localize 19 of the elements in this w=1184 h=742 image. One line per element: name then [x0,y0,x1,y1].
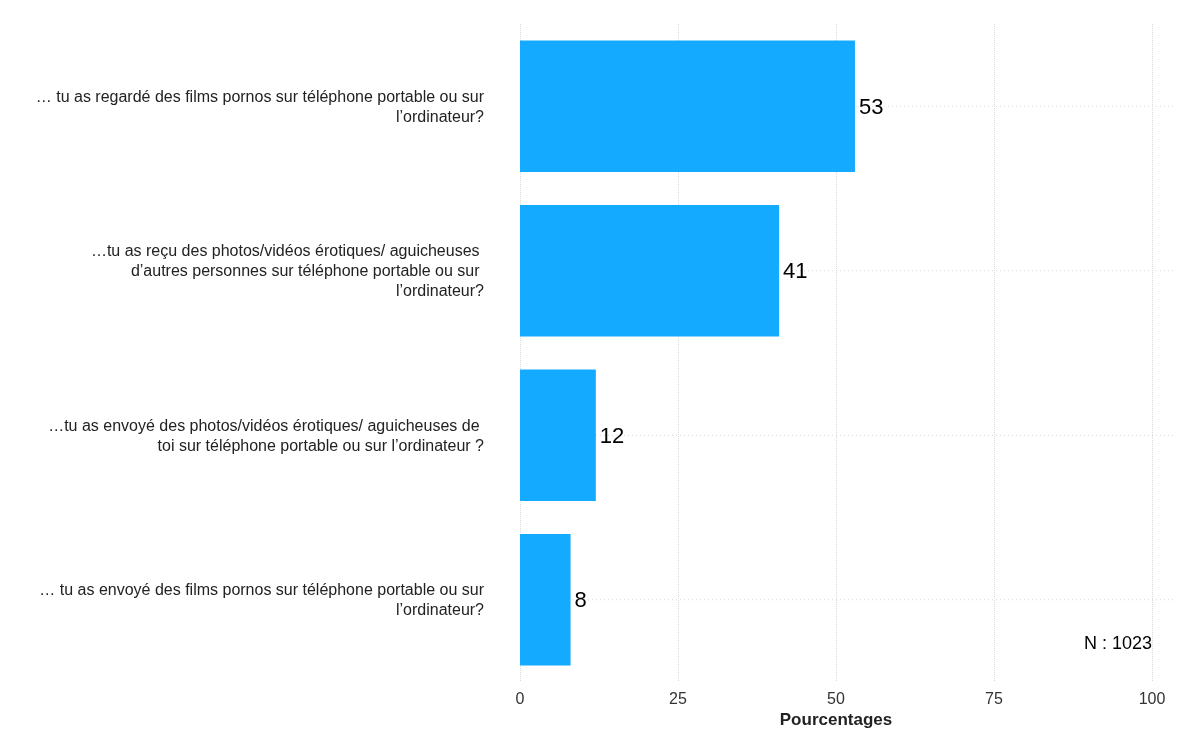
bar [520,369,596,502]
x-tick-label: 75 [985,689,1003,707]
x-axis-title: Pourcentages [779,709,893,729]
bar [520,40,855,173]
data-label: 53 [858,93,884,119]
bar [520,204,780,337]
annotation: N : 1023 [1083,633,1152,653]
x-tick-label: 25 [669,689,687,707]
y-tick-label: … tu as regardé des films pornos sur téléphone portable ou sur l’ordinateur? [35,87,485,125]
x-tick-label: 0 [515,689,525,707]
y-tick-label: …tu as envoyé des photos/vidéos érotiques/ aguicheuses de toi sur téléphone portable ou sur l’ordinateur ? [48,416,485,454]
data-label: 8 [574,587,587,613]
data-label: 12 [599,422,625,448]
y-tick-label: … tu as envoyé des films pornos sur téléphone portable ou sur l’ordinateur? [39,581,485,619]
y-tick-label: …tu as reçu des photos/vidéos érotiques/ aguicheuses d’autres personnes sur téléphone portable ou sur l’ordinateur? [90,242,485,300]
x-tick-label: 100 [1138,689,1166,707]
bar [520,533,571,666]
data-label: 41 [783,258,808,284]
x-tick-label: 50 [827,689,845,707]
